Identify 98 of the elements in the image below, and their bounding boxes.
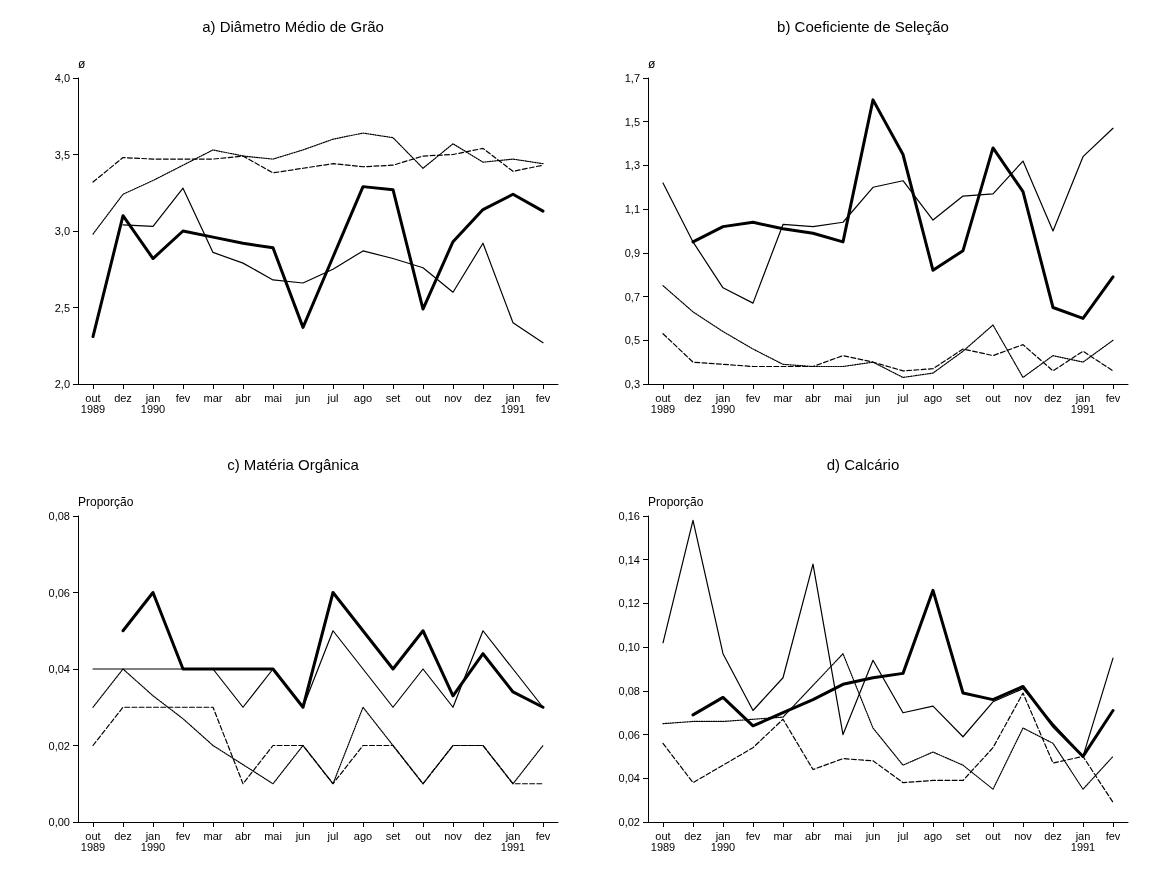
y-tick-label: 0,16 (618, 510, 640, 522)
y-tick-label: 0,10 (618, 641, 640, 654)
y-axis-title: ø (78, 57, 86, 71)
y-axis-title: ø (648, 57, 656, 71)
y-tick-label: 0,04 (618, 772, 640, 785)
x-tick-label: fev (1105, 391, 1121, 404)
y-tick-label: 4,0 (54, 72, 70, 84)
y-axis-title: Proporção (78, 495, 134, 509)
x-tick-label: out (985, 829, 1001, 842)
x-tick-label: mar (773, 391, 793, 404)
x-tick-label: jun (294, 829, 311, 842)
y-tick-label: 0,02 (618, 816, 640, 828)
y-tick-label: 1,7 (624, 72, 640, 84)
x-tick-label: fev (745, 829, 761, 842)
x-tick-label: jun (294, 391, 311, 404)
x-tick-label: abr (805, 829, 822, 842)
x-tick-label: mar (203, 829, 223, 842)
y-tick-label: 2,5 (54, 301, 70, 314)
x-tick-label: out (415, 829, 431, 842)
x-tick-label: mar (203, 391, 223, 404)
x-tick-label: dez (114, 391, 132, 404)
x-tick-label: nov (1014, 829, 1033, 842)
y-tick-label: 1,1 (624, 203, 640, 216)
x-tick-label: abr (235, 391, 252, 404)
y-tick-label: 2,0 (54, 378, 70, 390)
x-tick-label: out 1989 (80, 391, 106, 415)
x-tick-label: out 1989 (80, 829, 106, 853)
y-tick-label: 0,02 (48, 739, 70, 752)
y-tick-label: 0,12 (618, 597, 640, 610)
x-tick-label: fev (1105, 829, 1121, 842)
x-tick-label: mai (264, 391, 282, 404)
x-tick-label: jun (864, 391, 881, 404)
x-tick-label: out (985, 391, 1001, 404)
x-tick-label: abr (805, 391, 822, 404)
x-tick-label: out 1989 (650, 391, 676, 415)
x-tick-label: jan 1991 (500, 829, 526, 853)
y-tick-label: 0,04 (48, 663, 70, 675)
y-tick-label: 0,06 (48, 586, 70, 599)
y-tick-label: 0,14 (618, 553, 640, 566)
x-tick-label: ago (923, 829, 943, 842)
x-tick-label: fev (535, 391, 551, 404)
x-tick-label: set (385, 829, 401, 842)
x-tick-label: mai (834, 829, 852, 842)
x-tick-label: nov (444, 829, 463, 842)
x-tick-label: jan 1991 (1070, 829, 1096, 853)
x-tick-label: ago (923, 391, 943, 404)
x-tick-label: fev (745, 391, 761, 404)
x-tick-label: mai (834, 391, 852, 404)
x-tick-label: jan 1990 (140, 829, 166, 853)
x-tick-label: fev (535, 829, 551, 842)
x-tick-label: dez (1044, 829, 1062, 842)
x-tick-label: out (415, 391, 431, 404)
y-tick-label: 0,9 (624, 246, 640, 259)
x-tick-label: set (955, 829, 971, 842)
x-tick-label: dez (474, 829, 492, 842)
y-tick-label: 0,3 (624, 378, 640, 390)
chart-title: c) Matéria Orgânica (227, 456, 360, 473)
chart-title: a) Diâmetro Médio de Grão (202, 18, 384, 35)
x-tick-label: fev (175, 391, 191, 404)
x-tick-label: jan 1990 (710, 391, 736, 415)
y-tick-label: 0,00 (48, 816, 70, 828)
x-tick-label: ago (353, 829, 373, 842)
x-tick-label: dez (1044, 391, 1062, 404)
x-tick-label: jan 1990 (710, 829, 736, 853)
x-tick-label: jul (896, 829, 909, 842)
x-tick-label: jan 1991 (1070, 391, 1096, 415)
x-tick-label: abr (235, 829, 252, 842)
y-tick-label: 1,3 (624, 159, 640, 172)
y-axis-title: Proporção (648, 495, 704, 509)
chart-title: b) Coeficiente de Seleção (777, 18, 949, 35)
y-tick-label: 0,7 (624, 290, 640, 303)
y-tick-label: 1,5 (624, 115, 640, 128)
y-tick-label: 3,0 (54, 225, 70, 237)
x-tick-label: dez (684, 391, 702, 404)
y-tick-label: 0,08 (618, 684, 640, 697)
x-tick-label: set (385, 391, 401, 404)
y-tick-label: 0,08 (48, 510, 70, 522)
x-tick-label: nov (1014, 391, 1033, 404)
x-tick-label: jan 1990 (140, 391, 166, 415)
x-tick-label: jul (326, 829, 339, 842)
x-tick-label: jul (326, 391, 339, 404)
x-tick-label: out 1989 (650, 829, 676, 853)
x-tick-label: fev (175, 829, 191, 842)
x-tick-label: jan 1991 (500, 391, 526, 415)
x-tick-label: mai (264, 829, 282, 842)
x-tick-label: set (955, 391, 971, 404)
x-tick-label: jul (896, 391, 909, 404)
y-tick-label: 3,5 (54, 148, 70, 161)
x-tick-label: jun (864, 829, 881, 842)
chart-title: d) Calcário (826, 456, 900, 473)
y-tick-label: 0,5 (624, 334, 640, 347)
x-tick-label: ago (353, 391, 373, 404)
x-tick-label: mar (773, 829, 793, 842)
x-tick-label: nov (444, 391, 463, 404)
x-tick-label: dez (684, 829, 702, 842)
y-tick-label: 0,06 (618, 728, 640, 741)
x-tick-label: dez (114, 829, 132, 842)
x-tick-label: dez (474, 391, 492, 404)
